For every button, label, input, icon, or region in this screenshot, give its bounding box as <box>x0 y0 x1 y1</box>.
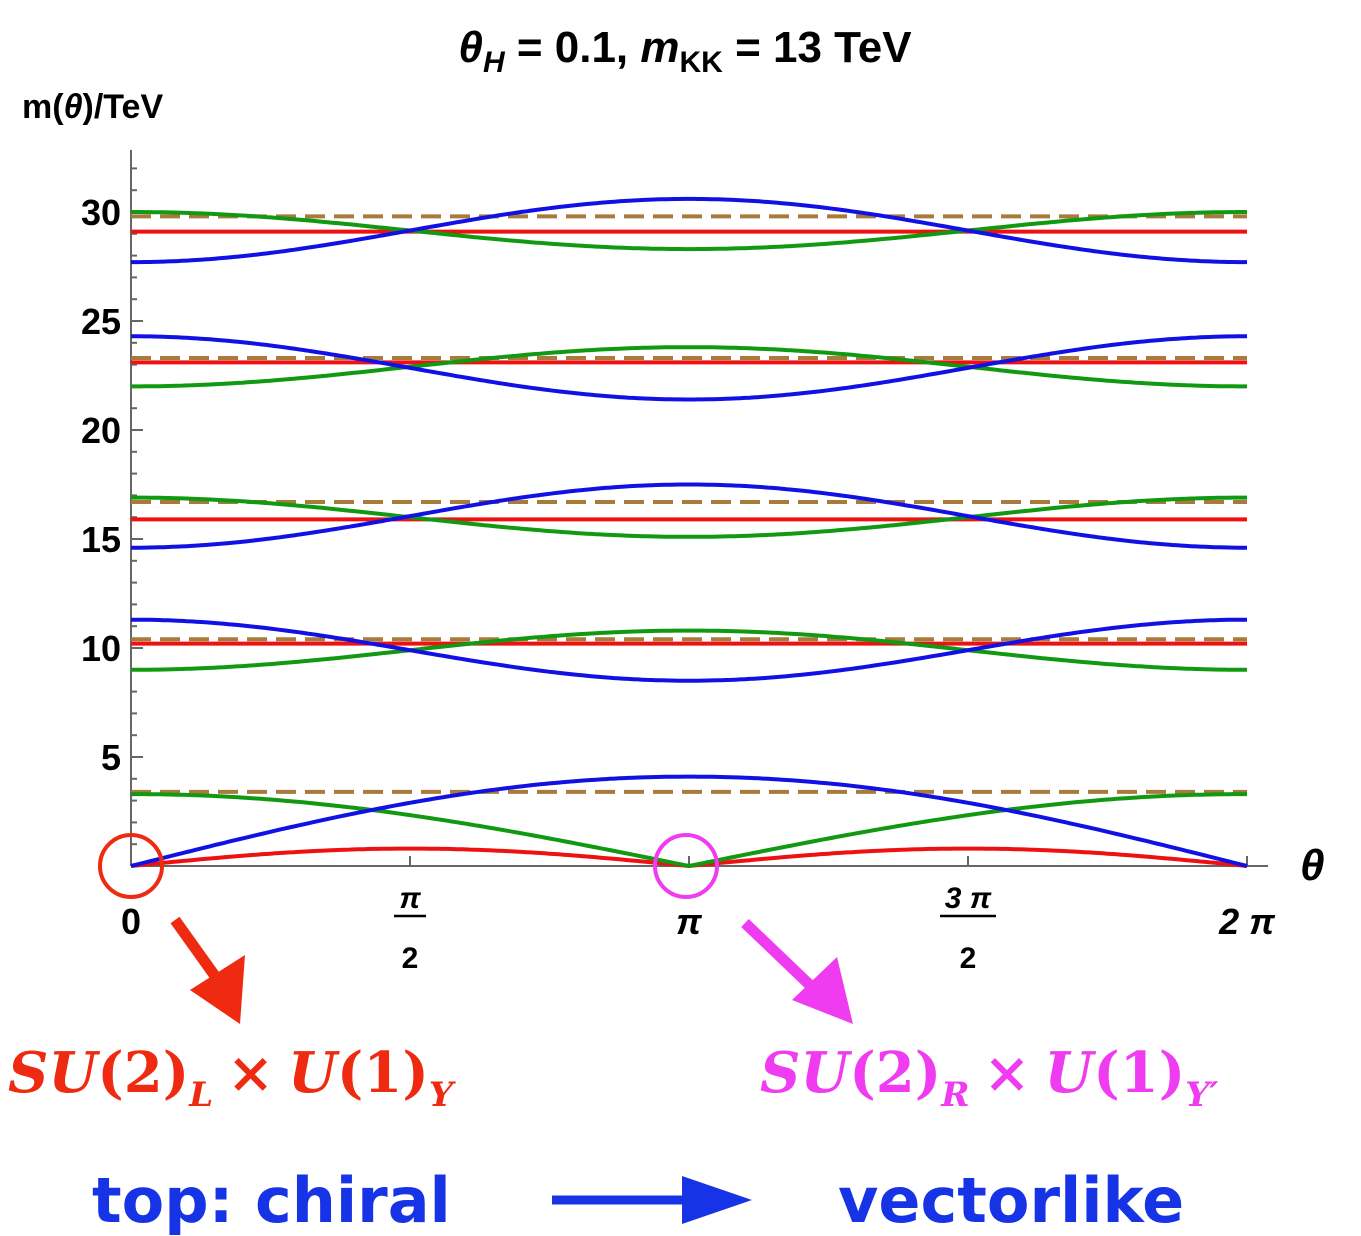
x-tick-label: 0 <box>121 901 141 942</box>
plot-curves <box>130 196 1248 869</box>
caption-right: vectorlike <box>838 1164 1184 1236</box>
red-arrow-icon <box>170 916 245 1024</box>
y-tick-label: 10 <box>81 628 121 669</box>
y-tick-label: 20 <box>81 410 121 451</box>
y-tick-label: 25 <box>81 301 121 342</box>
y-tick-label: 15 <box>81 519 121 560</box>
annotation-left: SU(2)L × U(1)Y <box>8 1040 456 1115</box>
y-axis-label: m(θ)/TeV <box>22 88 163 126</box>
magenta-arrow-icon <box>741 919 853 1024</box>
series-green-level-5 <box>131 210 1247 252</box>
series-blue-level-3 <box>131 482 1247 550</box>
series-blue-level-4 <box>131 334 1247 402</box>
caption-left: top: chiral <box>92 1164 451 1236</box>
series-green-level-3 <box>131 495 1247 539</box>
x-tick-label: π <box>676 901 702 942</box>
series-blue-level-5 <box>131 196 1247 265</box>
series-blue-level-2 <box>131 617 1247 683</box>
series-blue-level-1 <box>130 774 1248 868</box>
left-point-circle <box>98 833 164 899</box>
chart-title: θH = 0.1, mKK = 13 TeV <box>458 23 912 79</box>
y-ticks: 5 10 15 20 25 30 <box>81 167 143 846</box>
x-tick-label: 3 π <box>945 882 992 915</box>
x-tick-label-denominator: 2 <box>402 942 419 975</box>
series-green-level-2 <box>131 628 1247 672</box>
series-green-level-4 <box>131 345 1247 389</box>
x-tick-label: 2 π <box>1218 901 1275 942</box>
x-tick-label: π <box>399 882 421 915</box>
y-tick-label: 5 <box>101 737 121 778</box>
y-tick-label: 30 <box>81 192 121 233</box>
blue-arrow-icon <box>552 1176 752 1224</box>
series-green-level-1 <box>131 792 1247 869</box>
x-ticks: 0 π 2 π 3 π 2 2 π <box>121 856 1275 975</box>
x-axis-label: θ <box>1300 841 1325 890</box>
annotation-right: SU(2)R × U(1)Y′ <box>760 1040 1219 1115</box>
x-tick-label-denominator: 2 <box>960 942 977 975</box>
right-point-circle <box>653 833 719 899</box>
